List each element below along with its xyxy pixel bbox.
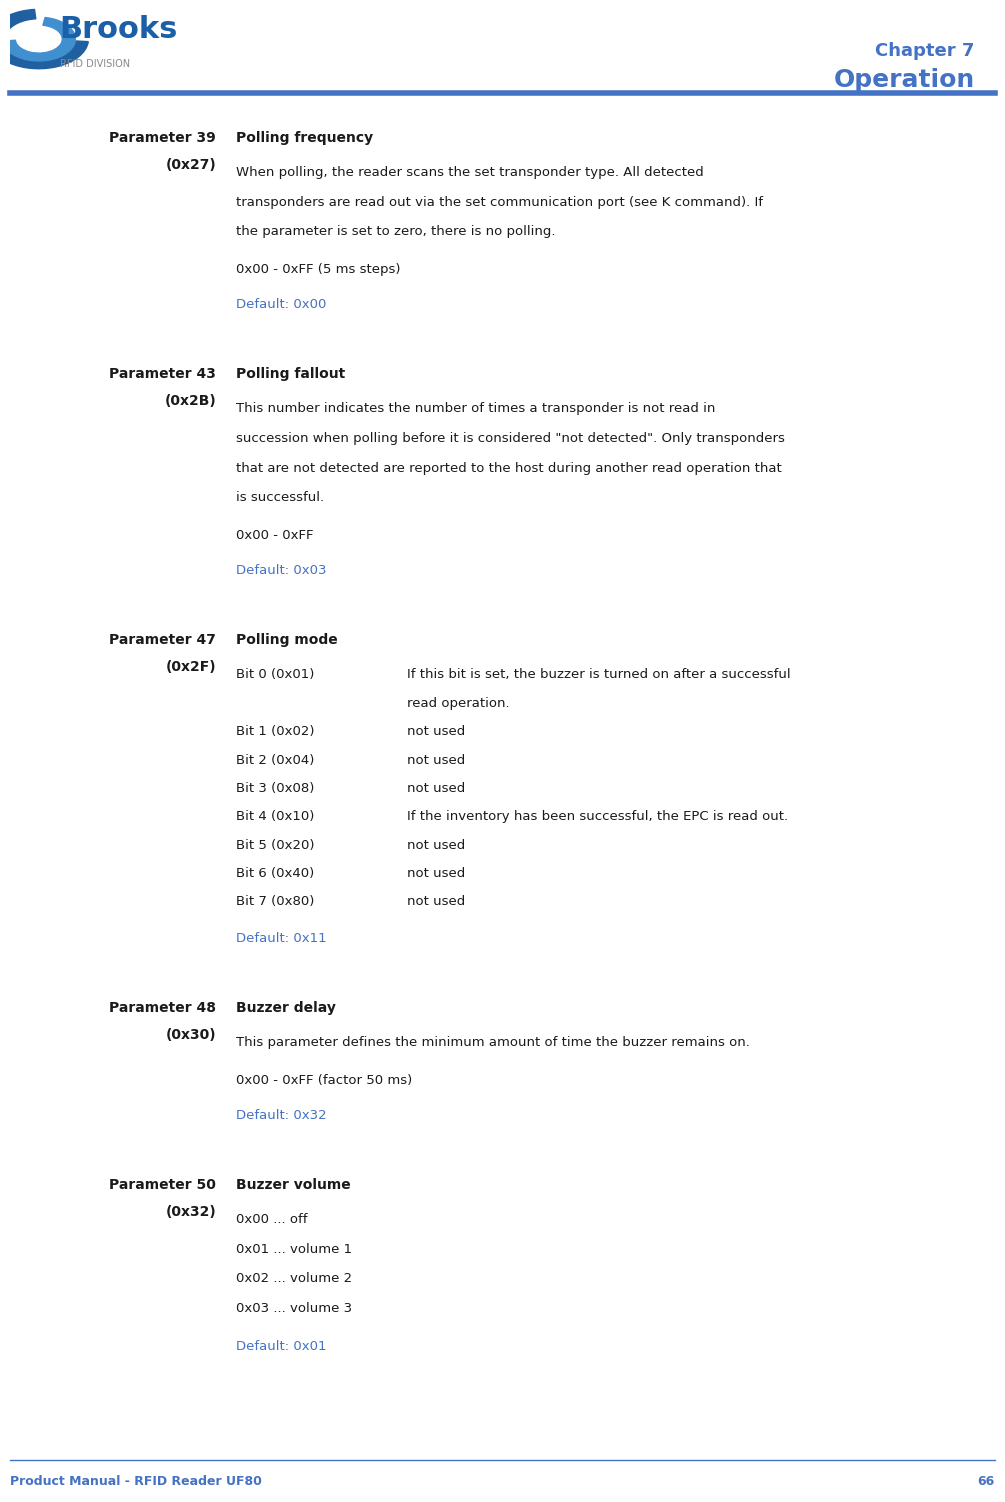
Text: If this bit is set, the buzzer is turned on after a successful: If this bit is set, the buzzer is turned… <box>407 668 791 682</box>
Text: Default: 0x03: Default: 0x03 <box>236 565 327 577</box>
Text: Parameter 47: Parameter 47 <box>110 634 216 647</box>
Text: Polling frequency: Polling frequency <box>236 131 373 144</box>
Text: Default: 0x11: Default: 0x11 <box>236 933 327 945</box>
Text: 0x00 ... off: 0x00 ... off <box>236 1214 308 1226</box>
Text: not used: not used <box>407 754 465 766</box>
Text: not used: not used <box>407 867 465 880</box>
Text: transponders are read out via the set communication port (see K command). If: transponders are read out via the set co… <box>236 195 763 209</box>
Text: Bit 6 (0x40): Bit 6 (0x40) <box>236 867 315 880</box>
Text: not used: not used <box>407 783 465 795</box>
Text: (0x32): (0x32) <box>166 1205 216 1218</box>
Text: Buzzer volume: Buzzer volume <box>236 1178 351 1191</box>
Text: not used: not used <box>407 838 465 852</box>
Text: Bit 4 (0x10): Bit 4 (0x10) <box>236 811 315 823</box>
Text: Bit 0 (0x01): Bit 0 (0x01) <box>236 668 315 682</box>
Text: 0x00 - 0xFF: 0x00 - 0xFF <box>236 529 314 542</box>
Text: Parameter 39: Parameter 39 <box>110 131 216 144</box>
Text: 0x02 ... volume 2: 0x02 ... volume 2 <box>236 1272 353 1286</box>
Text: 0x03 ... volume 3: 0x03 ... volume 3 <box>236 1302 353 1316</box>
Text: succession when polling before it is considered "not detected". Only transponder: succession when polling before it is con… <box>236 433 785 445</box>
Text: Bit 2 (0x04): Bit 2 (0x04) <box>236 754 315 766</box>
Text: Parameter 50: Parameter 50 <box>110 1178 216 1191</box>
Text: Operation: Operation <box>833 68 975 92</box>
Text: When polling, the reader scans the set transponder type. All detected: When polling, the reader scans the set t… <box>236 165 704 179</box>
Text: Brooks: Brooks <box>59 15 178 44</box>
Text: 0x00 - 0xFF (factor 50 ms): 0x00 - 0xFF (factor 50 ms) <box>236 1074 412 1087</box>
Text: Default: 0x32: Default: 0x32 <box>236 1108 327 1122</box>
Text: not used: not used <box>407 725 465 737</box>
Text: Chapter 7: Chapter 7 <box>875 42 975 60</box>
Text: 0x00 - 0xFF (5 ms steps): 0x00 - 0xFF (5 ms steps) <box>236 263 401 276</box>
Text: Default: 0x00: Default: 0x00 <box>236 299 327 311</box>
Text: This parameter defines the minimum amount of time the buzzer remains on.: This parameter defines the minimum amoun… <box>236 1036 750 1048</box>
Text: RFID DIVISION: RFID DIVISION <box>59 59 130 69</box>
Text: that are not detected are reported to the host during another read operation tha: that are not detected are reported to th… <box>236 461 782 475</box>
Text: Parameter 48: Parameter 48 <box>110 1000 216 1015</box>
Text: (0x30): (0x30) <box>166 1027 216 1042</box>
Text: Polling mode: Polling mode <box>236 634 338 647</box>
Text: Parameter 43: Parameter 43 <box>110 366 216 382</box>
Text: Default: 0x01: Default: 0x01 <box>236 1340 327 1353</box>
Text: not used: not used <box>407 895 465 909</box>
Wedge shape <box>0 9 88 69</box>
Text: 0x01 ... volume 1: 0x01 ... volume 1 <box>236 1242 353 1256</box>
Text: Polling fallout: Polling fallout <box>236 366 346 382</box>
Text: This number indicates the number of times a transponder is not read in: This number indicates the number of time… <box>236 403 716 415</box>
Text: (0x27): (0x27) <box>166 158 216 171</box>
Text: (0x2B): (0x2B) <box>165 394 216 409</box>
Text: read operation.: read operation. <box>407 697 510 710</box>
Text: is successful.: is successful. <box>236 491 325 505</box>
Text: Bit 7 (0x80): Bit 7 (0x80) <box>236 895 315 909</box>
Text: Bit 3 (0x08): Bit 3 (0x08) <box>236 783 315 795</box>
Text: Product Manual - RFID Reader UF80: Product Manual - RFID Reader UF80 <box>10 1475 262 1488</box>
Text: Bit 5 (0x20): Bit 5 (0x20) <box>236 838 315 852</box>
Wedge shape <box>2 18 75 62</box>
Text: If the inventory has been successful, the EPC is read out.: If the inventory has been successful, th… <box>407 811 788 823</box>
Text: Bit 1 (0x02): Bit 1 (0x02) <box>236 725 315 737</box>
Text: the parameter is set to zero, there is no polling.: the parameter is set to zero, there is n… <box>236 225 556 239</box>
Text: (0x2F): (0x2F) <box>166 661 216 674</box>
Text: Buzzer delay: Buzzer delay <box>236 1000 336 1015</box>
Text: 66: 66 <box>978 1475 995 1488</box>
